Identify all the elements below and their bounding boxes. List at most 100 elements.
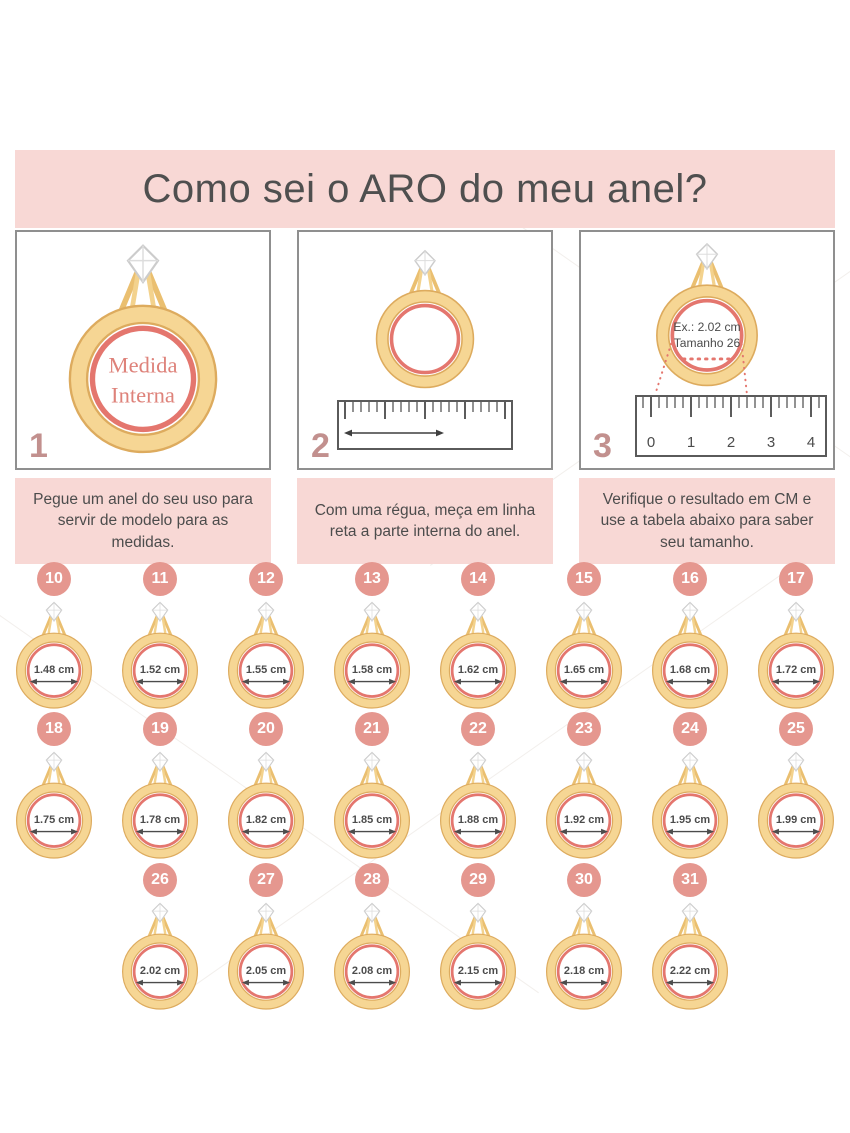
ring-measure: 2.02 cm bbox=[140, 965, 181, 977]
step-box-2: 2 bbox=[297, 230, 553, 470]
ring-measure: 2.15 cm bbox=[458, 965, 499, 977]
ring-measure: 1.65 cm bbox=[564, 664, 605, 676]
step-box-3: Ex.: 2.02 cm Tamanho 26 0 1 2 3 4 bbox=[579, 230, 835, 470]
inner-measure-circle bbox=[450, 643, 506, 698]
measure-arrow-icon bbox=[241, 979, 291, 986]
ring-size-item: 20 1.82 cm bbox=[216, 712, 317, 862]
size-badge: 28 bbox=[355, 862, 389, 897]
inner-measure-circle bbox=[662, 793, 718, 849]
ring-illustration: 1.48 cm bbox=[15, 601, 93, 709]
ring-measure: 2.22 cm bbox=[670, 965, 711, 977]
size-badge: 30 bbox=[567, 862, 601, 897]
ring-measure: 1.68 cm bbox=[670, 664, 711, 676]
ring-measure: 1.99 cm bbox=[776, 814, 817, 826]
measure-arrow-icon bbox=[453, 979, 503, 986]
inner-measure-circle bbox=[238, 793, 294, 849]
captions-row: Pegue um anel do seu uso para servir de … bbox=[15, 478, 835, 564]
ring-measure: 1.95 cm bbox=[670, 814, 711, 826]
step-caption-2: Com uma régua, meça em linha reta a part… bbox=[297, 478, 553, 564]
ring-illustration: 1.65 cm bbox=[545, 601, 623, 709]
size-badge: 22 bbox=[461, 712, 495, 747]
measure-arrow-icon bbox=[347, 979, 397, 986]
ring-size-item: 23 1.92 cm bbox=[534, 712, 635, 862]
ring-measure: 2.18 cm bbox=[564, 965, 605, 977]
ring-size-item: 25 1.99 cm bbox=[746, 712, 847, 862]
ring-measure: 2.05 cm bbox=[246, 965, 287, 977]
inner-measure-circle bbox=[344, 643, 400, 698]
ring-setting-icon bbox=[41, 752, 67, 787]
ring-inner-label: Medida bbox=[109, 352, 178, 377]
inner-measure-circle bbox=[344, 944, 400, 999]
ring-setting-icon bbox=[571, 902, 597, 937]
step-caption-1: Pegue um anel do seu uso para servir de … bbox=[15, 478, 271, 564]
ring-setting-icon bbox=[677, 752, 703, 787]
ring-size-table: 10 1.48 cm 11 bbox=[0, 562, 850, 1013]
inner-measure-circle bbox=[132, 793, 188, 849]
ring-measure: 1.75 cm bbox=[34, 814, 75, 826]
ring-measure: 1.78 cm bbox=[140, 814, 181, 826]
step-caption-3: Verifique o resultado em CM e use a tabe… bbox=[579, 478, 835, 564]
ring-setting-icon bbox=[147, 752, 173, 787]
ring-illustration: 2.15 cm bbox=[439, 902, 517, 1010]
step-number: 2 bbox=[311, 427, 330, 465]
inner-measure-circle bbox=[26, 643, 82, 698]
inner-measure-circle bbox=[89, 325, 197, 433]
measure-arrow-icon bbox=[665, 979, 715, 986]
measure-arrow-icon bbox=[241, 678, 291, 685]
ring-illustration: 1.75 cm bbox=[15, 752, 93, 859]
inner-measure-circle bbox=[670, 298, 744, 372]
ring-illustration: 1.52 cm bbox=[121, 601, 199, 709]
inner-measure-circle bbox=[132, 944, 188, 999]
inner-measure-circle bbox=[768, 793, 824, 849]
step-box-1: Medida Interna 1 bbox=[15, 230, 271, 470]
inner-measure-circle bbox=[238, 944, 294, 999]
ring-measure: 1.58 cm bbox=[352, 664, 393, 676]
ring-size-item: 26 2.02 cm bbox=[110, 862, 211, 1013]
ring-measure: 1.85 cm bbox=[352, 814, 393, 826]
ring-inner-label: Tamanho 26 bbox=[674, 336, 741, 350]
inner-measure-circle bbox=[450, 944, 506, 999]
ring-setting-icon bbox=[253, 902, 279, 937]
ring-setting-icon bbox=[253, 601, 279, 636]
size-badge: 12 bbox=[249, 562, 283, 596]
ring-illustration: 2.18 cm bbox=[545, 902, 623, 1010]
ring-setting-icon bbox=[571, 601, 597, 636]
ring-size-item: 13 1.58 cm bbox=[322, 562, 423, 712]
ring-size-item: 28 2.08 cm bbox=[322, 862, 423, 1013]
ruler-label: 1 bbox=[687, 434, 695, 451]
page-title: Como sei o ARO do meu anel? bbox=[142, 166, 708, 211]
measure-arrow-icon bbox=[665, 829, 715, 835]
ring-size-item: 17 1.72 cm bbox=[746, 562, 847, 712]
size-badge: 31 bbox=[673, 862, 707, 897]
inner-measure-circle bbox=[450, 793, 506, 849]
ring-measure: 1.72 cm bbox=[776, 664, 817, 676]
inner-measure-circle bbox=[344, 793, 400, 849]
ring-illustration: 1.92 cm bbox=[545, 752, 623, 859]
ring-size-item: 30 2.18 cm bbox=[534, 862, 635, 1013]
ring-size-item: 14 1.62 cm bbox=[428, 562, 529, 712]
measure-arrow-icon bbox=[344, 429, 444, 437]
ring-inner-label: Ex.: 2.02 cm bbox=[673, 320, 740, 334]
size-badge: 11 bbox=[143, 562, 177, 596]
step-number: 3 bbox=[593, 427, 612, 465]
size-badge: 29 bbox=[461, 862, 495, 897]
ring-measure: 1.55 cm bbox=[246, 664, 287, 676]
ring-illustration bbox=[375, 249, 475, 389]
measure-arrow-icon bbox=[241, 829, 291, 835]
ring-setting-icon bbox=[465, 902, 491, 937]
ring-illustration: 1.55 cm bbox=[227, 601, 305, 709]
ruler-icon bbox=[337, 400, 513, 451]
ring-setting-icon bbox=[571, 752, 597, 787]
ring-setting-icon bbox=[409, 249, 441, 295]
measure-arrow-icon bbox=[135, 829, 185, 835]
measure-arrow-icon bbox=[347, 678, 397, 685]
size-badge: 14 bbox=[461, 562, 495, 596]
ring-measure: 1.82 cm bbox=[246, 814, 287, 826]
inner-measure-circle bbox=[556, 944, 612, 999]
measure-arrow-icon bbox=[665, 678, 715, 685]
ring-illustration: 1.62 cm bbox=[439, 601, 517, 709]
ring-setting-icon bbox=[359, 902, 385, 937]
measure-arrow-icon bbox=[453, 829, 503, 835]
ring-illustration: 1.58 cm bbox=[333, 601, 411, 709]
